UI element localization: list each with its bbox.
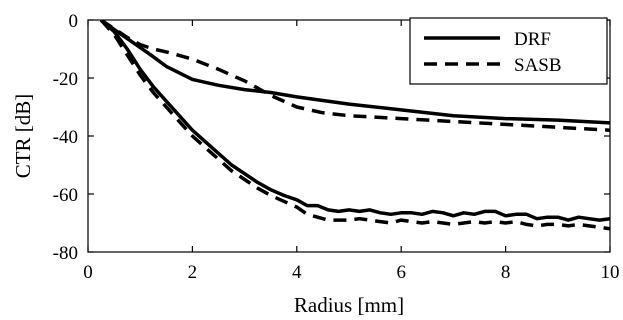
series-sasb-curve-1 [100,20,610,132]
y-tick-label: -40 [53,127,78,148]
y-axis-label: CTR [dB] [11,94,35,179]
ticks: 0 2 4 6 8 10 0 -20 -40 -60 -80 [53,11,620,283]
legend-box [409,17,608,85]
x-axis-label: Radius [mm] [294,293,404,317]
y-tick-label: 0 [69,11,79,32]
x-tick-label: 2 [188,262,198,283]
y-tick-label: -60 [53,185,78,206]
plot-area [99,20,610,231]
x-tick-label: 10 [601,262,620,283]
legend-label-sasb: SASB [514,55,562,76]
legend-label-drf: DRF [514,29,551,50]
x-tick-label: 8 [501,262,511,283]
legend: DRF SASB [409,17,608,85]
x-tick-label: 6 [396,262,406,283]
x-tick-label: 0 [83,262,93,283]
y-tick-label: -20 [53,69,78,90]
y-tick-label: -80 [53,243,78,264]
series-sasb-curve-2 [99,20,610,231]
series-drf-curve-2 [99,20,610,222]
x-tick-label: 4 [292,262,302,283]
